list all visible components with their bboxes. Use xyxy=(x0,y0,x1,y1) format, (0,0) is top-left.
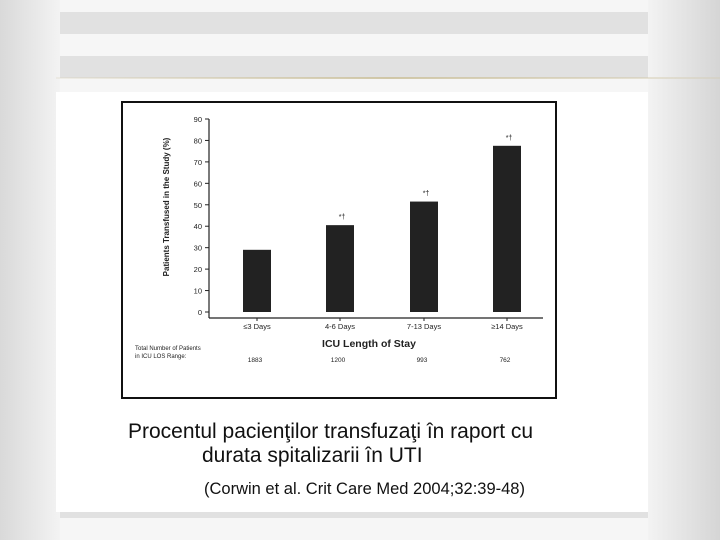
patients-count: 762 xyxy=(500,357,511,364)
y-tick-label: 30 xyxy=(194,244,202,253)
patients-label-line1: Total Number of Patients xyxy=(135,346,201,352)
bar-annotation: *† xyxy=(423,191,430,198)
bar-chart: Patients Transfused in the Study (%) ICU… xyxy=(135,115,543,364)
bar xyxy=(410,201,438,312)
slide-right-shade xyxy=(648,0,720,540)
bar xyxy=(326,225,354,312)
y-tick-label: 40 xyxy=(194,222,202,231)
y-tick-label: 90 xyxy=(194,115,202,124)
slide-caption: Procentul pacienţilor transfuzaţi în rap… xyxy=(128,420,533,500)
x-tick-label: 7-13 Days xyxy=(407,322,441,331)
patients-count: 1883 xyxy=(248,357,263,364)
x-tick-label: ≤3 Days xyxy=(243,322,271,331)
y-tick-label: 80 xyxy=(194,136,202,145)
x-tick-label: 4-6 Days xyxy=(325,322,355,331)
bar-annotation: *† xyxy=(339,214,346,221)
y-tick-label: 10 xyxy=(194,287,202,296)
y-axis-label: Patients Transfused in the Study (%) xyxy=(162,137,171,276)
chart-figure: Patients Transfused in the Study (%) ICU… xyxy=(121,101,557,399)
slide-left-shade xyxy=(0,0,60,540)
y-tick-label: 20 xyxy=(194,265,202,274)
x-axis-label: ICU Length of Stay xyxy=(322,338,416,350)
caption-title-line2: durata spitalizarii în UTI xyxy=(202,444,423,467)
patients-count: 993 xyxy=(417,357,428,364)
bar-annotation: *† xyxy=(506,135,513,142)
bar xyxy=(243,249,271,312)
y-tick-label: 50 xyxy=(194,201,202,210)
chart-labels: Patients Transfused in the Study (%) ICU… xyxy=(135,115,523,364)
patients-count: 1200 xyxy=(331,357,346,364)
patients-label-line2: in ICU LOS Range: xyxy=(135,354,187,360)
x-tick-label: ≥14 Days xyxy=(491,322,523,331)
decorative-rule xyxy=(56,77,720,79)
caption-title-line1: Procentul pacienţilor transfuzaţi în rap… xyxy=(128,420,534,443)
bar xyxy=(493,145,521,312)
y-tick-label: 0 xyxy=(198,308,202,317)
y-tick-label: 60 xyxy=(194,179,202,188)
chart-axes xyxy=(205,118,543,321)
chart-bars xyxy=(243,145,521,312)
caption-citation: (Corwin et al. Crit Care Med 2004;32:39-… xyxy=(204,480,525,498)
y-tick-label: 70 xyxy=(194,158,202,167)
